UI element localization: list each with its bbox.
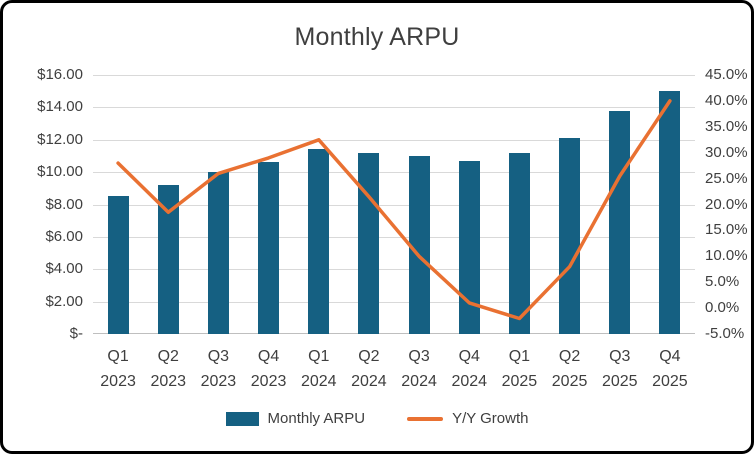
x-axis-category-label: Q1 2025 — [501, 348, 538, 390]
left-axis-tick-label: $10.00 — [37, 163, 83, 181]
left-axis-tick-label: $8.00 — [45, 195, 83, 213]
bar — [408, 155, 430, 334]
bar — [559, 138, 581, 334]
bar — [358, 152, 380, 334]
right-axis-tick-label: 40.0% — [705, 91, 748, 109]
bar — [659, 91, 681, 334]
bar — [508, 152, 530, 334]
plot-area — [93, 75, 695, 334]
right-axis-tick-label: 25.0% — [705, 169, 748, 187]
chart-title: Monthly ARPU — [294, 23, 460, 51]
right-axis-tick-label: 45.0% — [705, 66, 748, 83]
legend-label-monthly-arpu: Monthly ARPU — [267, 410, 366, 427]
bar — [458, 160, 480, 334]
x-axis-category-label: Q3 2025 — [601, 348, 638, 390]
x-axis-category-label: Q3 2023 — [200, 348, 237, 390]
gridline — [93, 172, 695, 174]
gridline — [93, 269, 695, 271]
left-axis-tick-label: $6.00 — [45, 227, 83, 245]
legend-item-yy-growth: Y/Y Growth — [407, 410, 528, 427]
x-axis-category-label: Q1 2024 — [300, 348, 337, 390]
gridline — [93, 139, 695, 141]
line-series-swatch-icon — [407, 416, 444, 421]
x-axis-category-label: Q1 2023 — [100, 348, 136, 390]
bar — [308, 149, 330, 334]
legend-item-monthly-arpu: Monthly ARPU — [225, 410, 366, 427]
bar — [157, 185, 179, 334]
right-axis-tick-label: 20.0% — [705, 195, 748, 213]
legend: Monthly ARPU Y/Y Growth — [3, 410, 751, 427]
left-axis-tick-label: $2.00 — [45, 292, 83, 310]
x-axis-category-label: Q4 2023 — [250, 348, 287, 390]
bar-series-swatch-icon — [225, 411, 259, 426]
x-axis-line — [93, 333, 695, 334]
right-axis-tick-label: 30.0% — [705, 143, 748, 161]
left-axis-tick-label: $16.00 — [37, 66, 83, 83]
bar — [207, 172, 229, 334]
right-axis-tick-label: 10.0% — [705, 247, 748, 265]
right-axis-tick-label: -5.0% — [705, 325, 745, 342]
gridline — [93, 236, 695, 238]
x-axis-category-label: Q2 2024 — [351, 348, 387, 390]
gridline — [93, 107, 695, 109]
gridline — [93, 204, 695, 206]
right-axis-tick-label: 5.0% — [705, 273, 740, 291]
x-axis-category-label: Q4 2025 — [652, 348, 688, 390]
left-axis-tick-label: $12.00 — [37, 130, 83, 148]
x-axis-category-label: Q2 2023 — [150, 348, 187, 390]
x-axis-category-label: Q3 2024 — [401, 348, 437, 390]
x-axis-category-label: Q4 2024 — [451, 348, 488, 390]
x-axis-category-label: Q2 2025 — [551, 348, 588, 390]
line-series — [116, 99, 672, 321]
right-axis-tick-label: 0.0% — [705, 299, 740, 317]
right-axis-tick-label: 15.0% — [705, 221, 748, 239]
bar — [258, 162, 280, 334]
bar — [107, 196, 129, 334]
left-axis-tick-label: $4.00 — [45, 260, 83, 278]
left-axis-tick-label: $14.00 — [37, 98, 83, 116]
left-axis-tick-label: $- — [69, 325, 83, 342]
legend-label-yy-growth: Y/Y Growth — [452, 410, 529, 427]
right-axis-tick-label: 35.0% — [705, 117, 748, 135]
line-path — [116, 99, 672, 321]
gridline — [93, 75, 695, 76]
gridline — [93, 301, 695, 303]
